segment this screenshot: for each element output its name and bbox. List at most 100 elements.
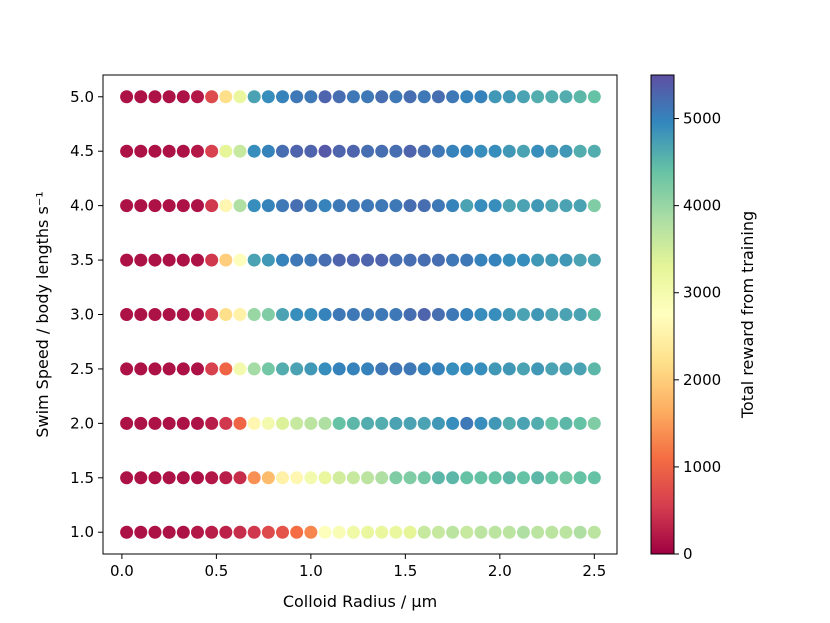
scatter-point	[247, 471, 261, 485]
scatter-point	[190, 525, 204, 539]
scatter-point	[190, 362, 204, 376]
scatter-point	[389, 199, 403, 213]
scatter-point	[502, 253, 516, 267]
scatter-point	[431, 471, 445, 485]
scatter-point	[318, 416, 332, 430]
scatter-point	[332, 199, 346, 213]
scatter-point	[516, 144, 530, 158]
scatter-point	[375, 90, 389, 104]
scatter-point	[304, 416, 318, 430]
scatter-point	[162, 199, 176, 213]
scatter-point	[516, 308, 530, 321]
scatter-point	[261, 253, 275, 267]
scatter-point	[120, 416, 134, 430]
scatter-point	[545, 416, 559, 430]
y-tick-label: 3.0	[70, 306, 94, 324]
scatter-point	[148, 253, 162, 267]
scatter-point	[431, 308, 445, 321]
scatter-point	[389, 90, 403, 104]
scatter-point	[587, 144, 601, 158]
scatter-point	[516, 525, 530, 539]
scatter-point	[573, 253, 587, 267]
scatter-point	[460, 471, 474, 485]
scatter-point	[233, 471, 247, 485]
scatter-point	[446, 90, 460, 104]
scatter-point	[516, 90, 530, 104]
x-tick-label: 2.5	[582, 562, 606, 580]
scatter-point	[559, 90, 573, 104]
scatter-point	[346, 416, 360, 430]
scatter-point	[403, 525, 417, 539]
scatter-point	[346, 253, 360, 267]
scatter-point	[318, 144, 332, 158]
scatter-point	[290, 199, 304, 213]
scatter-point	[304, 525, 318, 539]
scatter-point	[162, 362, 176, 376]
scatter-point	[545, 90, 559, 104]
scatter-point	[276, 416, 290, 430]
scatter-point	[318, 253, 332, 267]
scatter-point	[573, 308, 587, 321]
scatter-point	[502, 416, 516, 430]
scatter-point	[431, 362, 445, 376]
scatter-point	[488, 199, 502, 213]
scatter-point	[389, 525, 403, 539]
scatter-point	[148, 144, 162, 158]
scatter-point	[233, 308, 247, 321]
scatter-point	[460, 199, 474, 213]
scatter-point	[573, 199, 587, 213]
scatter-point	[318, 471, 332, 485]
scatter-point	[403, 90, 417, 104]
scatter-point	[502, 525, 516, 539]
scatter-point	[233, 199, 247, 213]
scatter-point	[162, 525, 176, 539]
y-tick-label: 3.5	[70, 251, 94, 269]
x-tick-label: 0.5	[204, 562, 228, 580]
scatter-point	[531, 362, 545, 376]
scatter-point	[190, 416, 204, 430]
scatter-point	[446, 308, 460, 321]
scatter-point	[545, 144, 559, 158]
scatter-point	[219, 308, 233, 321]
scatter-point	[403, 362, 417, 376]
scatter-point	[389, 416, 403, 430]
scatter-point	[304, 90, 318, 104]
scatter-point	[375, 416, 389, 430]
scatter-point	[488, 253, 502, 267]
scatter-point	[531, 199, 545, 213]
scatter-point	[375, 471, 389, 485]
scatter-point	[261, 471, 275, 485]
scatter-point	[148, 199, 162, 213]
scatter-point	[162, 90, 176, 104]
x-axis-label: Colloid Radius / μm	[283, 592, 437, 611]
colorbar-tick-label: 2000	[683, 371, 721, 389]
scatter-point	[247, 144, 261, 158]
scatter-point	[587, 199, 601, 213]
scatter-point	[332, 471, 346, 485]
scatter-point	[134, 199, 148, 213]
scatter-point	[531, 416, 545, 430]
scatter-point	[446, 144, 460, 158]
scatter-point	[290, 471, 304, 485]
scatter-point	[587, 471, 601, 485]
scatter-point	[361, 199, 375, 213]
scatter-point	[120, 199, 134, 213]
scatter-point	[446, 199, 460, 213]
scatter-point	[545, 362, 559, 376]
scatter-point	[559, 199, 573, 213]
scatter-point	[559, 416, 573, 430]
scatter-point	[460, 90, 474, 104]
scatter-point	[559, 308, 573, 321]
scatter-point	[431, 525, 445, 539]
scatter-point	[502, 362, 516, 376]
scatter-point	[219, 471, 233, 485]
scatter-point	[417, 144, 431, 158]
scatter-point	[162, 144, 176, 158]
scatter-point	[290, 308, 304, 321]
scatter-point	[290, 362, 304, 376]
scatter-point	[148, 525, 162, 539]
colorbar-tick-label: 0	[683, 545, 693, 563]
scatter-point	[389, 253, 403, 267]
scatter-point	[474, 416, 488, 430]
scatter-point	[361, 144, 375, 158]
